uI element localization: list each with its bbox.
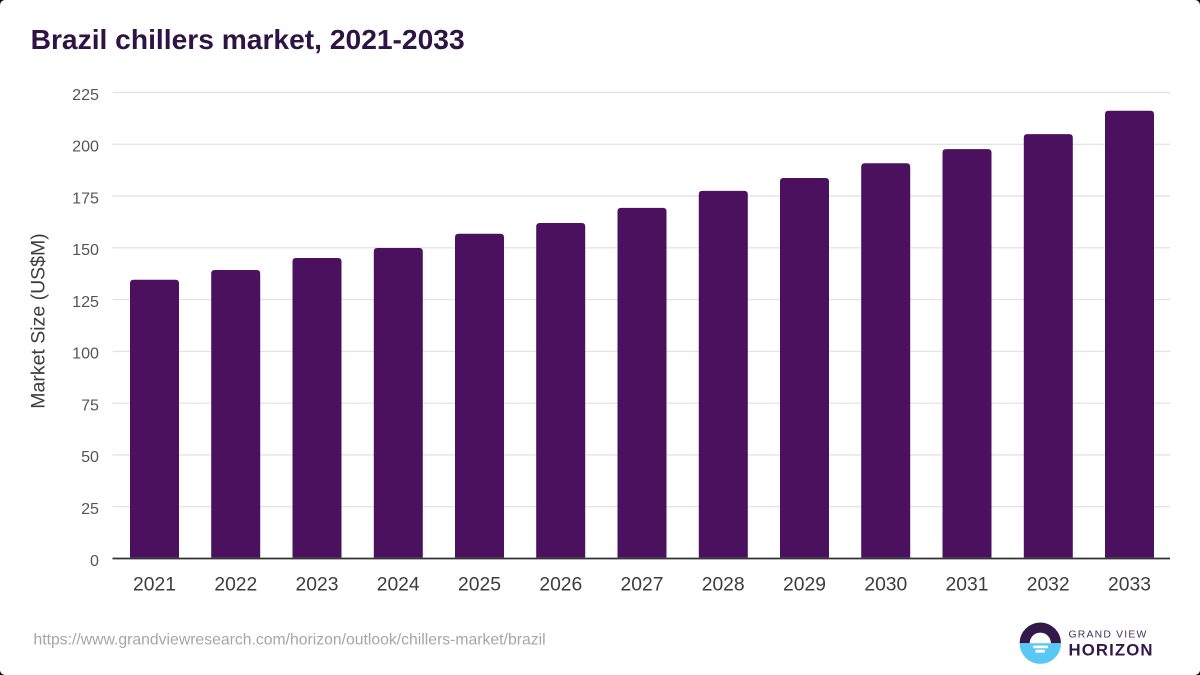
svg-text:2032: 2032 [1027,575,1070,596]
svg-text:2023: 2023 [296,575,339,596]
svg-text:100: 100 [72,345,99,363]
svg-text:https://www.grandviewresearch.: https://www.grandviewresearch.com/horizo… [34,632,546,649]
svg-text:2030: 2030 [864,575,907,596]
svg-text:200: 200 [72,138,99,156]
svg-text:2026: 2026 [539,575,582,596]
svg-text:125: 125 [72,293,99,311]
svg-text:2031: 2031 [946,575,989,596]
svg-text:175: 175 [72,189,99,207]
svg-text:50: 50 [81,448,99,466]
svg-text:2025: 2025 [458,575,501,596]
svg-text:GRAND VIEW: GRAND VIEW [1069,630,1148,641]
svg-text:2021: 2021 [133,575,176,596]
svg-text:2029: 2029 [783,575,826,596]
svg-text:HORIZON: HORIZON [1069,641,1154,660]
svg-text:2027: 2027 [621,575,664,596]
svg-text:2022: 2022 [214,575,257,596]
svg-text:225: 225 [72,86,99,104]
svg-text:2033: 2033 [1108,575,1151,596]
svg-text:150: 150 [72,241,99,259]
svg-text:2028: 2028 [702,575,745,596]
svg-text:Brazil chillers market, 2021-2: Brazil chillers market, 2021-2033 [31,23,465,55]
svg-text:Market Size (US$M): Market Size (US$M) [28,233,50,409]
svg-text:2024: 2024 [377,575,420,596]
svg-text:75: 75 [81,397,99,415]
svg-text:0: 0 [90,552,99,570]
svg-text:25: 25 [81,500,99,518]
